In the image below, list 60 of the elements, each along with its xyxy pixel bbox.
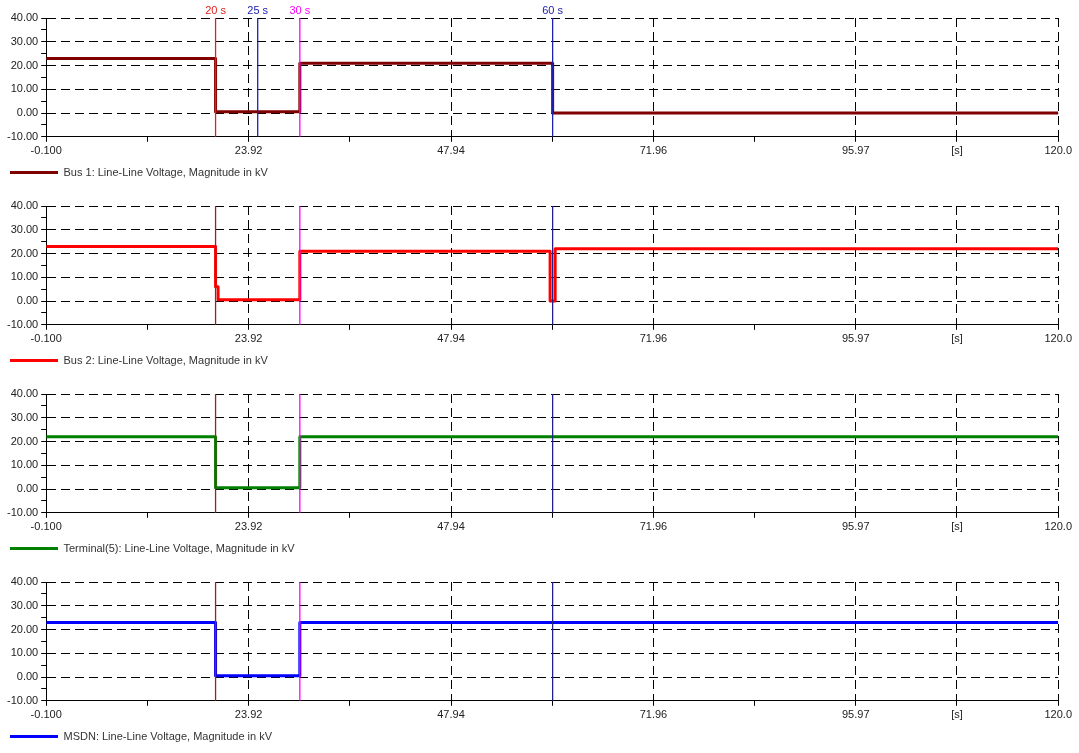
y-tick-label: 30.00 bbox=[10, 598, 39, 611]
y-tick-label: 20.00 bbox=[10, 622, 39, 635]
x-tick-label: 95.97 bbox=[841, 332, 870, 345]
y-tick-label: 10.00 bbox=[10, 82, 39, 95]
legend-label: Terminal(5): Line-Line Voltage, Magnitude in kV bbox=[63, 541, 296, 554]
ref-line-label: 20 s bbox=[205, 3, 227, 16]
y-tick-label: 0.00 bbox=[16, 670, 39, 683]
y-tick-label: -10.00 bbox=[6, 693, 39, 706]
x-tick-label: 95.97 bbox=[841, 708, 870, 721]
y-tick-label: 30.00 bbox=[10, 34, 39, 47]
y-tick-label: 0.00 bbox=[16, 294, 39, 307]
x-tick-label: 71.96 bbox=[639, 332, 668, 345]
x-tick-label: [s] bbox=[951, 708, 963, 721]
x-tick-label: 23.92 bbox=[234, 332, 263, 345]
y-tick-label: 10.00 bbox=[10, 458, 39, 471]
x-tick-label: 71.96 bbox=[639, 144, 668, 157]
y-tick-label: 0.00 bbox=[16, 106, 39, 119]
x-tick-label: 120.0 bbox=[1044, 332, 1072, 345]
x-tick-label: 23.92 bbox=[234, 708, 263, 721]
y-tick-label: 30.00 bbox=[10, 410, 39, 423]
y-tick-label: -10.00 bbox=[6, 129, 39, 142]
y-tick-label: 40.00 bbox=[10, 387, 39, 400]
y-tick-label: 20.00 bbox=[10, 246, 39, 259]
y-tick-label: 10.00 bbox=[10, 270, 39, 283]
x-tick-label: 95.97 bbox=[841, 144, 870, 157]
x-tick-label: 120.0 bbox=[1044, 520, 1072, 533]
x-tick-label: 71.96 bbox=[639, 520, 668, 533]
y-tick-label: 20.00 bbox=[10, 58, 39, 71]
y-tick-label: 30.00 bbox=[10, 222, 39, 235]
x-tick-label: 71.96 bbox=[639, 708, 668, 721]
legend-label: Bus 1: Line-Line Voltage, Magnitude in kV bbox=[63, 165, 269, 178]
x-tick-label: 120.0 bbox=[1044, 708, 1072, 721]
y-tick-label: -10.00 bbox=[6, 505, 39, 518]
x-tick-label: 95.97 bbox=[841, 520, 870, 533]
y-tick-label: 20.00 bbox=[10, 434, 39, 447]
x-tick-label: [s] bbox=[951, 332, 963, 345]
x-tick-label: 47.94 bbox=[437, 708, 465, 721]
x-tick-label: -0.100 bbox=[30, 708, 62, 721]
y-tick-label: 40.00 bbox=[10, 199, 39, 212]
ref-line-label: 25 s bbox=[247, 3, 269, 16]
ref-line-label: 60 s bbox=[542, 3, 564, 16]
y-tick-label: 40.00 bbox=[10, 575, 39, 588]
y-tick-label: -10.00 bbox=[6, 317, 39, 330]
x-tick-label: [s] bbox=[951, 520, 963, 533]
x-tick-label: 47.94 bbox=[437, 520, 465, 533]
x-tick-label: 47.94 bbox=[437, 332, 465, 345]
x-tick-label: 47.94 bbox=[437, 144, 465, 157]
x-tick-label: -0.100 bbox=[30, 520, 62, 533]
x-tick-label: 23.92 bbox=[234, 520, 263, 533]
y-tick-label: 10.00 bbox=[10, 646, 39, 659]
x-tick-label: 23.92 bbox=[234, 144, 263, 157]
legend-label: Bus 2: Line-Line Voltage, Magnitude in kV bbox=[63, 353, 269, 366]
y-tick-label: 0.00 bbox=[16, 482, 39, 495]
x-tick-label: -0.100 bbox=[30, 332, 62, 345]
legend-label: MSDN: Line-Line Voltage, Magnitude in kV bbox=[63, 729, 273, 742]
x-tick-label: [s] bbox=[951, 144, 963, 157]
x-tick-label: 120.0 bbox=[1044, 144, 1072, 157]
y-tick-label: 40.00 bbox=[10, 11, 39, 24]
x-tick-label: -0.100 bbox=[30, 144, 62, 157]
ref-line-label: 30 s bbox=[289, 3, 311, 16]
